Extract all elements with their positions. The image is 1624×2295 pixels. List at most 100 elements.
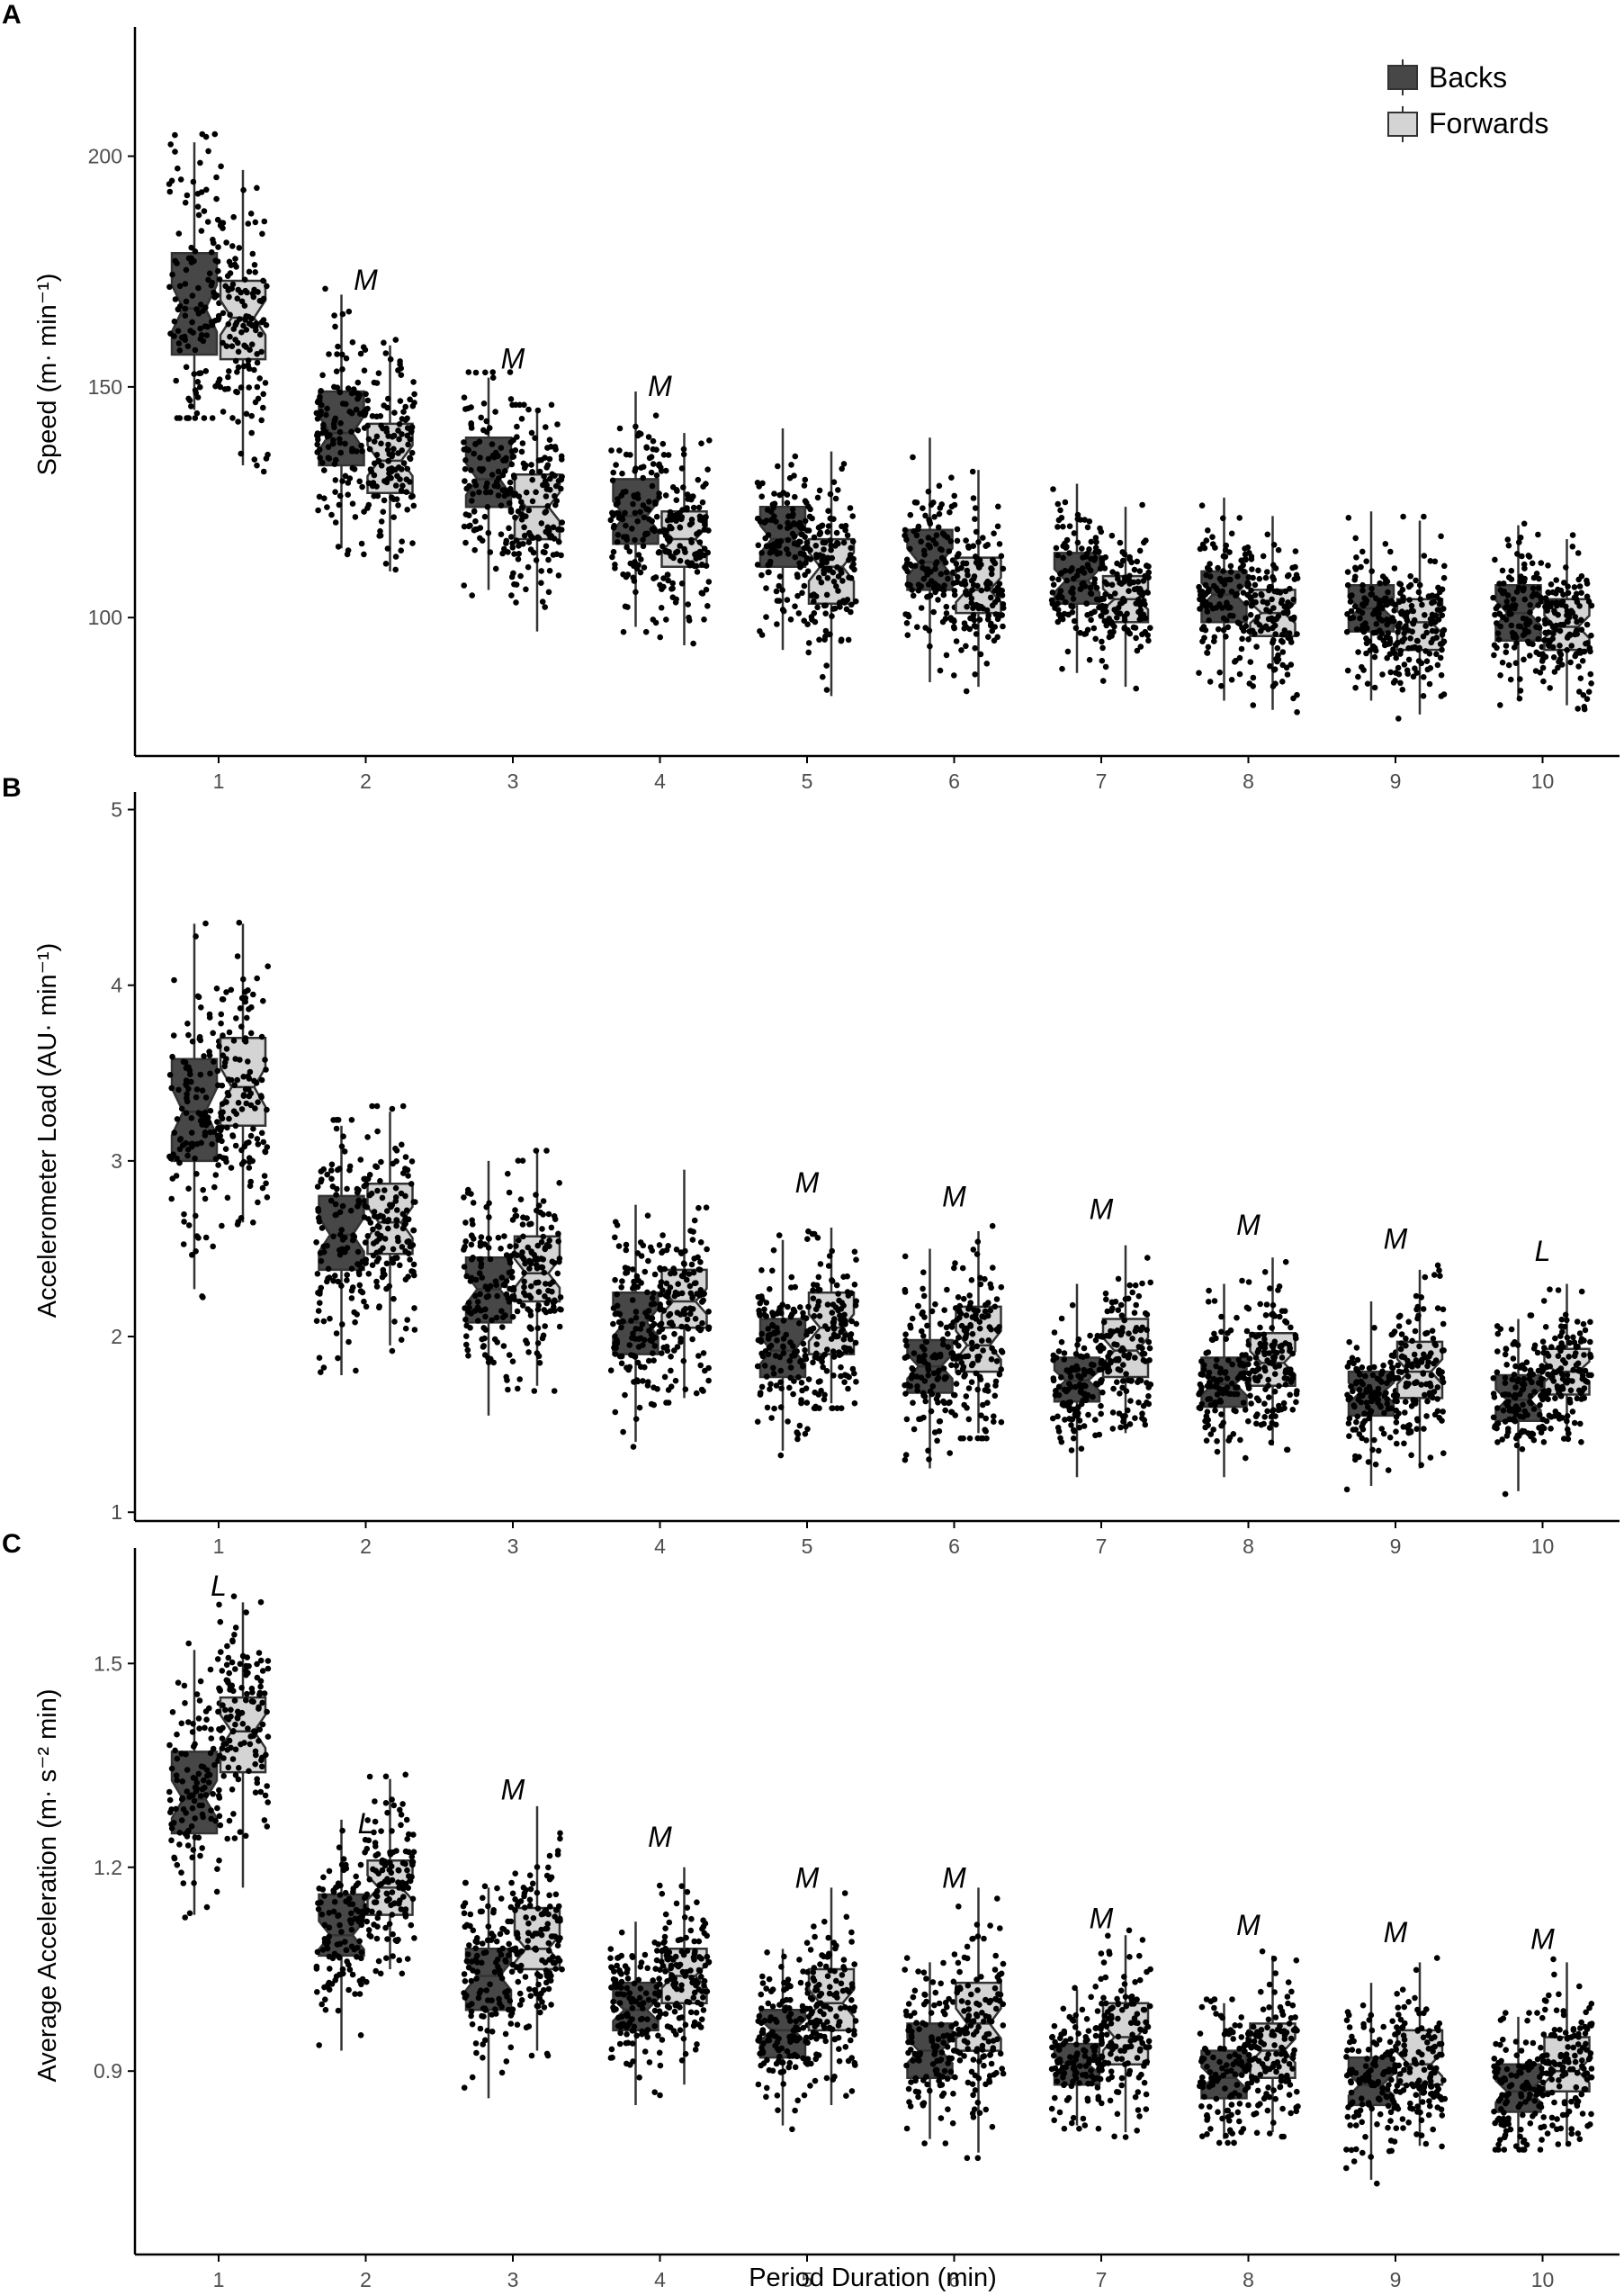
forwards-point xyxy=(370,1252,377,1259)
forwards-point xyxy=(1119,557,1126,564)
backs-point xyxy=(184,1021,191,1027)
forwards-point xyxy=(373,1278,380,1285)
forwards-point xyxy=(553,482,560,490)
forwards-point xyxy=(706,437,713,444)
backs-point xyxy=(1206,617,1212,624)
backs-point xyxy=(911,1426,918,1433)
backs-point xyxy=(1513,1442,1521,1449)
forwards-point xyxy=(679,507,686,513)
backs-point xyxy=(1242,1407,1249,1413)
backs-point xyxy=(1535,602,1541,608)
forwards-point xyxy=(379,1194,386,1202)
forwards-point xyxy=(824,1301,831,1308)
forwards-point xyxy=(395,464,402,471)
backs-point xyxy=(767,558,774,565)
y-tick-label: 200 xyxy=(88,145,122,168)
forwards-point xyxy=(658,468,665,474)
backs-point xyxy=(1071,575,1077,582)
backs-point xyxy=(927,643,933,650)
backs-point xyxy=(644,1382,651,1389)
backs-point xyxy=(947,538,955,544)
forwards-point xyxy=(404,1238,411,1246)
forwards-point xyxy=(519,1157,526,1164)
forwards-point xyxy=(971,623,978,629)
backs-point xyxy=(344,1272,351,1278)
forwards-point xyxy=(972,516,978,522)
backs-point xyxy=(774,1328,781,1336)
backs-point xyxy=(478,1256,484,1263)
forwards-point xyxy=(1539,664,1547,671)
backs-point xyxy=(1068,589,1075,595)
forwards-point xyxy=(1272,631,1279,637)
forwards-point xyxy=(1560,621,1567,628)
backs-point xyxy=(1534,1349,1541,1356)
forwards-point xyxy=(1560,591,1566,598)
forwards-point xyxy=(659,440,667,447)
forwards-point xyxy=(973,528,980,536)
backs-point xyxy=(1527,1392,1534,1400)
backs-point xyxy=(487,489,494,496)
backs-point xyxy=(317,411,324,418)
backs-point xyxy=(1388,1352,1395,1359)
backs-point xyxy=(656,1242,663,1248)
backs-point xyxy=(464,1346,471,1354)
backs-point xyxy=(315,507,321,514)
forwards-point xyxy=(382,350,390,356)
forwards-point xyxy=(816,1286,823,1293)
forwards-point xyxy=(982,1426,988,1433)
forwards-point xyxy=(371,1209,378,1215)
forwards-point xyxy=(817,529,824,536)
forwards-point xyxy=(248,412,256,419)
forwards-point xyxy=(958,1322,965,1329)
forwards-point xyxy=(668,586,675,592)
backs-point xyxy=(340,1133,346,1139)
backs-point xyxy=(314,1184,321,1190)
forwards-point xyxy=(686,521,694,528)
forwards-point xyxy=(234,953,241,959)
forwards-point xyxy=(516,1298,523,1305)
forwards-point xyxy=(656,494,662,500)
forwards-point xyxy=(399,1244,406,1250)
forwards-point xyxy=(1413,1426,1420,1432)
backs-point xyxy=(209,249,215,256)
forwards-point xyxy=(973,631,980,637)
forwards-point xyxy=(1588,602,1595,609)
forwards-point xyxy=(1548,581,1555,588)
backs-point xyxy=(927,543,933,550)
backs-point xyxy=(184,415,191,421)
forwards-point xyxy=(390,514,398,520)
forwards-point xyxy=(260,391,267,398)
backs-point xyxy=(634,1250,642,1256)
forwards-point xyxy=(391,410,398,416)
forwards-point xyxy=(362,1239,369,1246)
backs-point xyxy=(1090,625,1098,632)
forwards-point xyxy=(241,1037,248,1044)
backs-point xyxy=(188,1130,195,1136)
forwards-point xyxy=(969,1346,975,1352)
forwards-point xyxy=(558,1306,564,1313)
backs-point xyxy=(1236,515,1243,521)
forwards-point xyxy=(690,1269,697,1276)
forwards-point xyxy=(364,1175,372,1183)
forwards-point xyxy=(1109,1409,1117,1416)
forwards-point xyxy=(392,554,399,560)
forwards-point xyxy=(251,456,258,463)
backs-point xyxy=(614,539,621,545)
backs-point xyxy=(486,1200,492,1207)
backs-point xyxy=(765,569,772,576)
forwards-point xyxy=(841,1311,848,1318)
forwards-point xyxy=(1253,644,1260,650)
backs-point xyxy=(640,474,646,482)
forwards-point xyxy=(953,561,960,567)
forwards-point xyxy=(523,513,529,519)
backs-point xyxy=(506,1352,513,1358)
forwards-point xyxy=(1275,1407,1282,1414)
backs-point xyxy=(640,543,647,550)
backs-point xyxy=(351,466,358,472)
backs-point xyxy=(905,613,912,620)
forwards-point xyxy=(1419,601,1425,608)
forwards-point xyxy=(830,1301,837,1308)
backs-point xyxy=(1097,525,1103,532)
backs-point xyxy=(1209,534,1216,540)
